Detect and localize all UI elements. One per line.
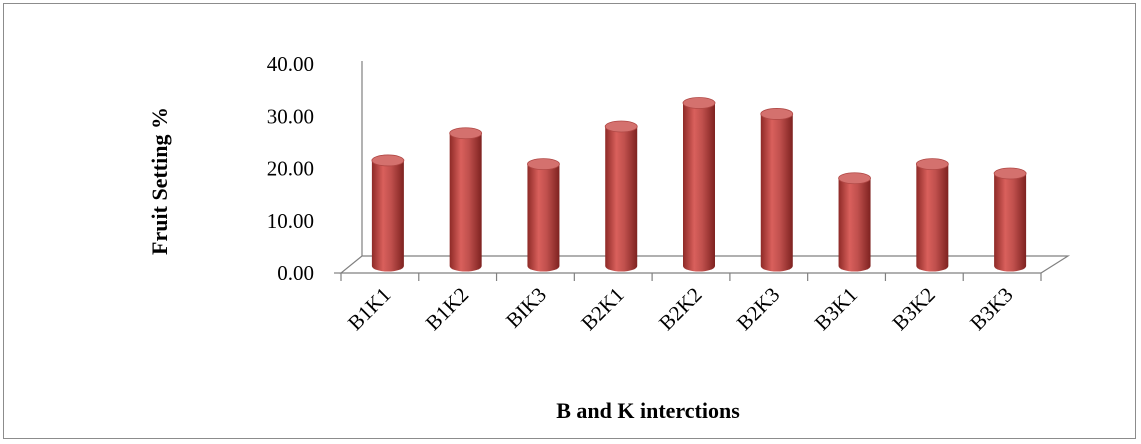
y-tick-label: 10.00 — [267, 209, 314, 233]
bar-body — [994, 173, 1027, 272]
y-axis-title: Fruit Setting % — [147, 107, 172, 255]
y-tick-label: 30.00 — [267, 104, 314, 128]
category-label: B2K3 — [732, 283, 784, 335]
bars — [371, 97, 1027, 272]
bar-body — [449, 133, 482, 272]
bar — [604, 120, 638, 272]
bar-body — [760, 113, 793, 272]
bar — [760, 108, 794, 272]
bar-top — [527, 158, 560, 171]
category-label: B3K2 — [887, 283, 939, 335]
y-axis-ticks: 0.00 10.00 20.00 30.00 40.00 — [267, 52, 314, 285]
category-label: B3K3 — [965, 283, 1017, 335]
bar-body — [916, 164, 949, 272]
x-axis-ticks — [340, 273, 1042, 281]
bar-top — [760, 108, 794, 120]
bar-top — [838, 172, 871, 185]
category-label: B2K2 — [654, 283, 706, 335]
bar-body — [371, 160, 404, 272]
category-label: B1K2 — [421, 283, 473, 335]
bar-body — [683, 102, 715, 272]
bar-top — [449, 127, 483, 140]
category-label: B3K1 — [810, 283, 862, 335]
y-tick-label: 0.00 — [277, 261, 314, 285]
bar — [993, 167, 1027, 272]
bar — [371, 154, 405, 272]
bar-body — [605, 126, 638, 272]
bar-top — [604, 120, 638, 133]
bar-top — [915, 158, 949, 171]
y-tick-label: 20.00 — [267, 157, 314, 181]
bar — [838, 172, 871, 272]
bar — [682, 97, 716, 272]
bar-top — [371, 154, 405, 167]
y-tick-label: 40.00 — [267, 52, 314, 76]
category-labels: B1K1 B1K2 BIK3 B2K1 B2K2 B2K3 B3K1 B3K2 B3K3 — [343, 283, 1018, 335]
bar — [915, 158, 949, 272]
bar — [449, 127, 483, 272]
category-label: B2K1 — [576, 283, 628, 335]
bar — [527, 158, 560, 272]
bar-body — [527, 164, 560, 272]
bar-body — [838, 178, 871, 272]
category-label: B1K1 — [343, 283, 395, 335]
x-axis-title: B and K interctions — [556, 398, 740, 423]
category-label: BIK3 — [501, 283, 551, 333]
bar-top — [682, 97, 716, 109]
bar-top — [993, 167, 1027, 180]
